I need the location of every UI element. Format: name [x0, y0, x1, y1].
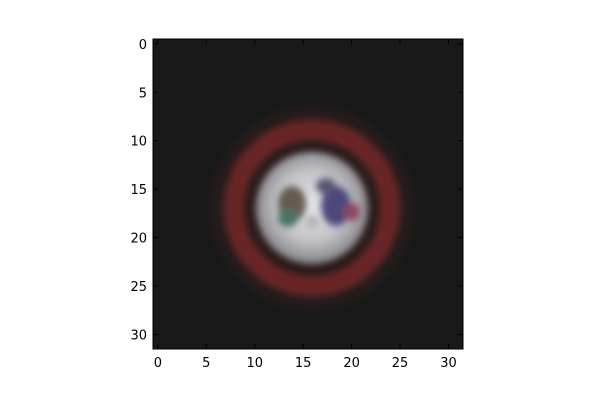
y-tick-label: 25	[130, 280, 147, 295]
y-tick-label: 20	[130, 232, 147, 247]
x-axis-ticks: 0 5 10 15 20 25 30	[154, 39, 457, 371]
x-tick-label: 30	[440, 356, 457, 371]
road-sign	[214, 110, 410, 306]
sign-symbol	[278, 178, 360, 228]
y-tick-label: 30	[130, 328, 147, 343]
x-tick-label: 5	[202, 356, 210, 371]
photo	[153, 39, 463, 349]
y-tick-label: 5	[139, 86, 147, 101]
sign-red-ring	[224, 120, 400, 296]
axes-frame	[152, 38, 464, 350]
x-tick-label: 0	[154, 356, 162, 371]
y-tick-label: 0	[139, 38, 147, 53]
y-tick-label: 15	[130, 183, 147, 198]
x-tick-label: 20	[343, 356, 360, 371]
x-tick-label: 25	[392, 356, 409, 371]
y-axis-ticks: 0 5 10 15 20 25 30	[130, 38, 463, 343]
y-tick-label: 10	[130, 135, 147, 150]
x-tick-label: 10	[246, 356, 263, 371]
x-tick-label: 15	[295, 356, 312, 371]
sign-white-center	[256, 152, 368, 264]
